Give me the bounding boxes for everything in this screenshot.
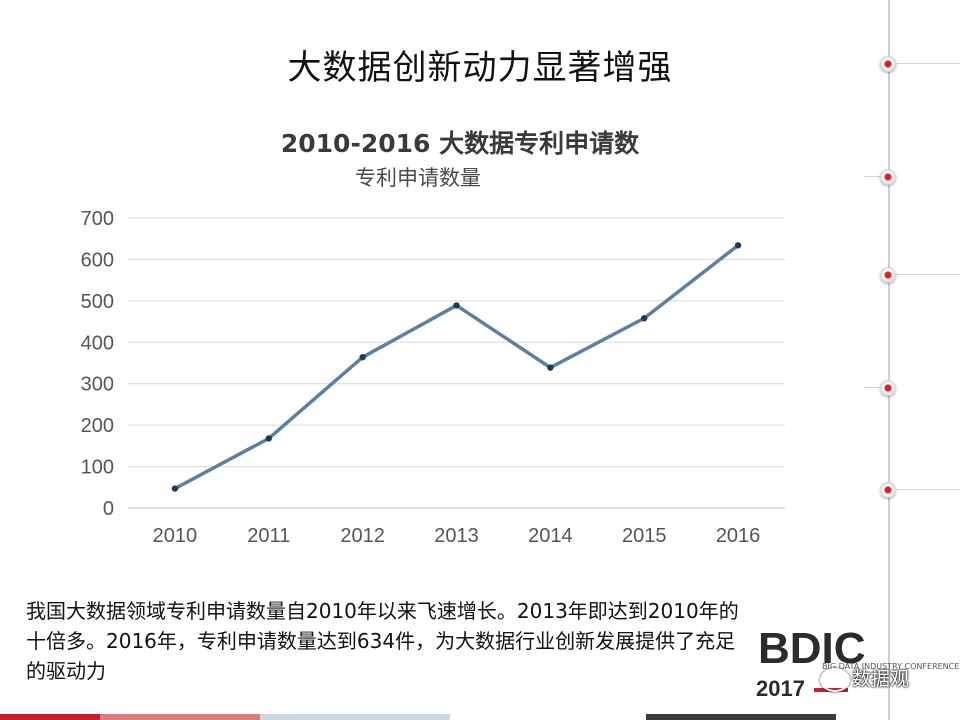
timeline-connector	[895, 489, 960, 490]
timeline-line	[888, 0, 890, 720]
logo-subtitle: BIG DATA INDUSTRY CONFERENCE	[822, 662, 960, 671]
logo-year: 2017	[756, 676, 805, 701]
bottom-bar-grey	[260, 714, 450, 720]
y-tick-label: 500	[81, 291, 114, 313]
slide-title: 大数据创新动力显著增强	[287, 48, 673, 88]
bottom-bar-pink	[100, 714, 260, 720]
y-tick-label: 700	[81, 208, 114, 230]
x-tick-label: 2011	[247, 525, 290, 547]
y-tick-label: 600	[81, 249, 114, 271]
timeline-connector	[895, 274, 960, 275]
x-tick-label: 2012	[340, 525, 385, 547]
data-point	[453, 302, 460, 309]
watermark-text: 数据观	[852, 668, 910, 690]
y-tick-label: 200	[81, 415, 114, 437]
y-tick-label: 400	[81, 332, 114, 354]
y-tick-label: 300	[81, 374, 114, 396]
timeline-node-icon	[880, 482, 896, 498]
timeline-node-icon	[880, 380, 896, 396]
bottom-bar-dark	[646, 714, 836, 720]
timeline-connector	[864, 176, 882, 177]
data-point	[547, 364, 554, 371]
x-tick-label: 2010	[153, 525, 198, 547]
series-legend-label: 专利申请数量	[355, 166, 481, 190]
summary-text: 我国大数据领域专利申请数量自2010年以来飞速增长。2013年即达到2010年的…	[26, 599, 739, 683]
y-tick-label: 100	[81, 457, 114, 479]
logo-text: BDIC	[758, 624, 866, 673]
x-tick-label: 2013	[434, 525, 479, 547]
y-tick-label: 0	[103, 498, 114, 520]
series-line	[173, 243, 740, 491]
timeline-connector	[864, 387, 882, 388]
timeline-connector	[895, 63, 960, 64]
bottom-bar-red	[0, 714, 100, 720]
wechat-icon	[820, 668, 850, 692]
data-point	[641, 315, 648, 322]
data-point	[359, 354, 366, 361]
x-tick-label: 2015	[622, 525, 667, 547]
data-point	[171, 485, 179, 492]
x-tick-label: 2016	[716, 525, 761, 547]
bdic-logo: BDIC BIG DATA INDUSTRY CONFERENCE 2017	[752, 616, 959, 712]
x-tick-label: 2014	[528, 525, 573, 547]
timeline-node-icon	[880, 267, 896, 283]
data-point	[265, 435, 272, 442]
data-point	[734, 242, 742, 249]
timeline-node-icon	[880, 169, 896, 185]
chart-title: 2010-2016 大数据专利申请数	[280, 129, 640, 158]
timeline-node-icon	[880, 56, 896, 72]
